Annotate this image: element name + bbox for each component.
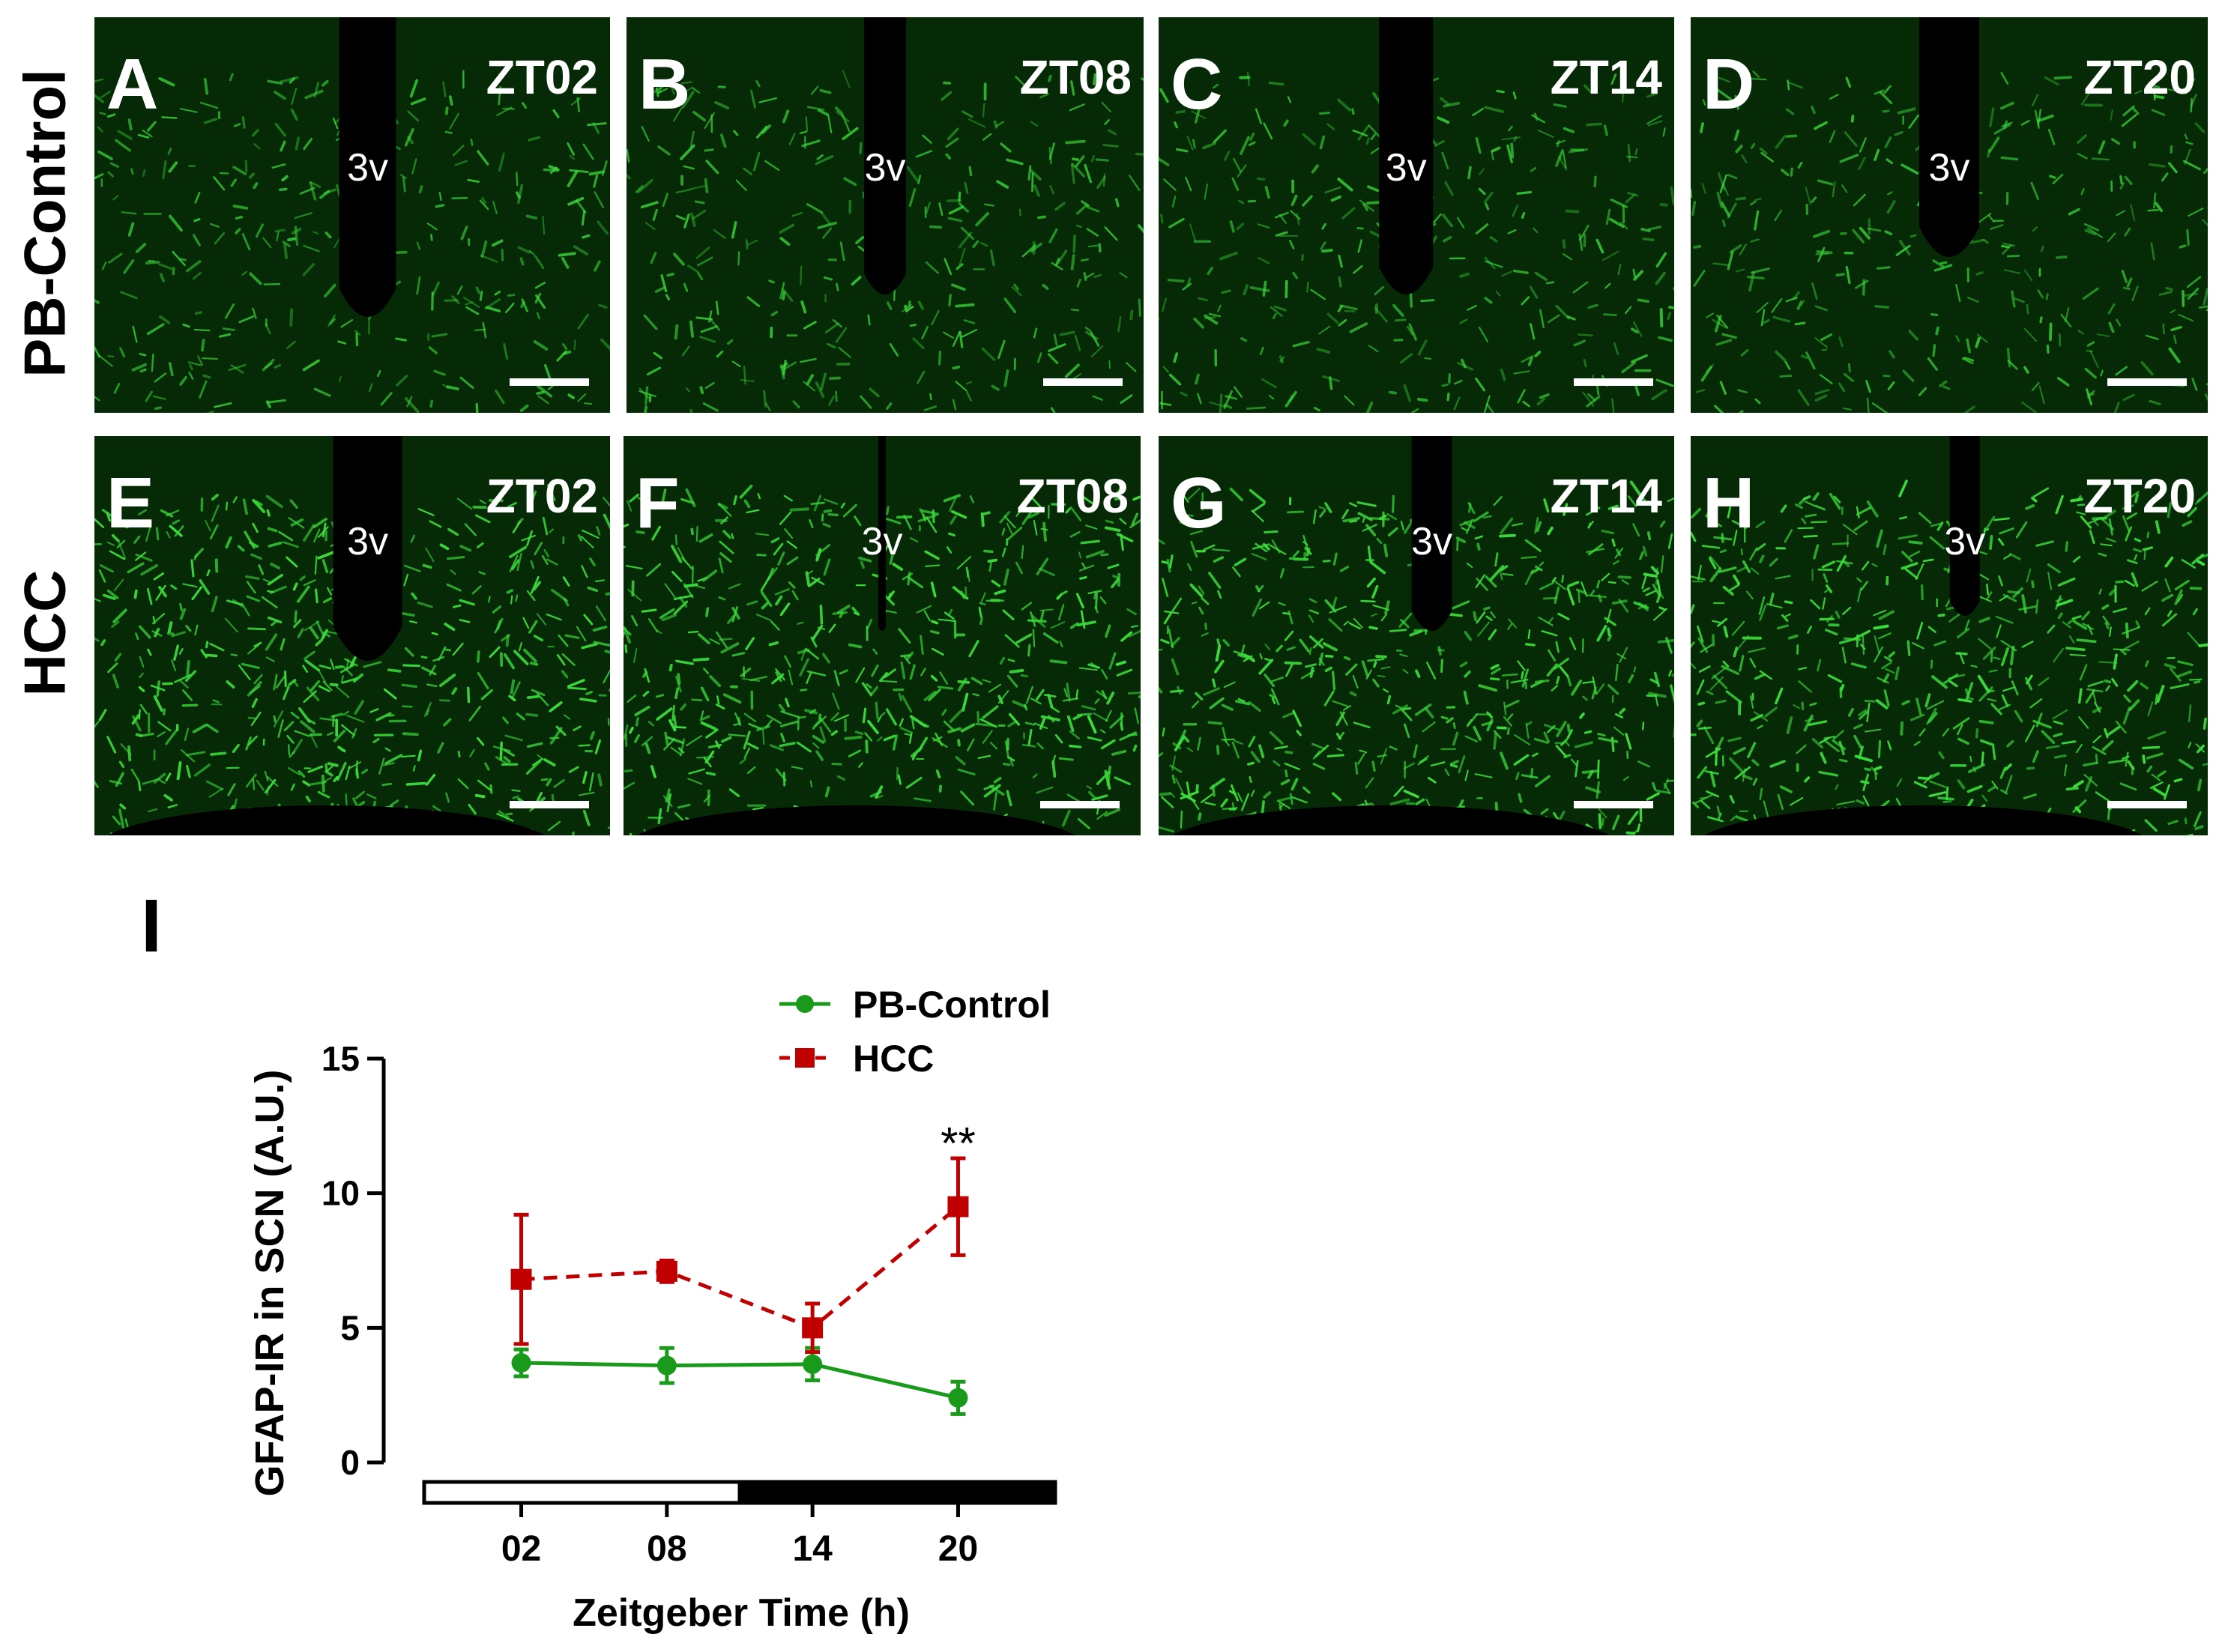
fluorescence-texture — [627, 17, 1144, 413]
panel-letter: C — [1171, 44, 1223, 124]
micrograph-panel-h: H ZT20 3v — [1691, 436, 2208, 835]
data-point — [803, 1354, 823, 1374]
panel-letter: F — [635, 463, 680, 543]
ventricle-label: 3v — [1928, 146, 1970, 190]
scale-bar — [1040, 801, 1120, 808]
light-dark-bar-light — [422, 1480, 742, 1505]
micrograph-panel-f: F ZT08 3v — [624, 436, 1141, 835]
legend-marker — [795, 1048, 815, 1068]
legend-marker — [796, 995, 814, 1013]
series-line-pb-control — [521, 1361, 959, 1400]
zt-label: ZT14 — [1550, 469, 1662, 523]
zt-label: ZT20 — [2083, 469, 2196, 523]
panel-letter: G — [1171, 463, 1227, 543]
zt-label: ZT08 — [1016, 469, 1129, 523]
fluorescence-texture — [1691, 436, 2208, 835]
fluorescence-texture — [1691, 17, 2208, 413]
data-point — [656, 1355, 677, 1376]
panel-letter: E — [106, 463, 155, 543]
zt-label: ZT20 — [2083, 50, 2196, 104]
ventricle-label: 3v — [861, 520, 903, 563]
scale-bar — [1043, 378, 1123, 386]
y-axis-title: GFAP-IR in SCN (A.U.) — [247, 1070, 292, 1497]
data-point — [802, 1317, 824, 1339]
ventricle-label: 3v — [1385, 146, 1427, 190]
scale-bar — [510, 378, 589, 386]
y-tick-label: 5 — [340, 1308, 360, 1347]
zt-label: ZT14 — [1550, 50, 1662, 104]
y-tick-label: 15 — [321, 1039, 360, 1078]
ventricle-label: 3v — [1944, 520, 1986, 563]
line-chart: I 0 5 10 15 GFAP-IR in SCN (A.U.) 02 08 14 20 Zeit… — [141, 884, 1057, 1635]
fluorescence-texture — [94, 436, 610, 835]
fluorescence-texture — [1159, 436, 1674, 835]
data-point — [948, 1388, 968, 1408]
micrograph-panel-d: D ZT20 3v — [1691, 17, 2208, 413]
micrograph-panel-c: C ZT14 3v — [1159, 17, 1674, 413]
light-dark-bar-dark — [737, 1480, 1057, 1505]
zt-label: ZT02 — [486, 469, 598, 523]
x-tick-label: 20 — [938, 1529, 978, 1569]
scale-bar — [1574, 801, 1653, 808]
series-line-hcc — [521, 1205, 960, 1331]
data-point — [656, 1260, 677, 1282]
micrograph-panel-e: E ZT02 3v — [94, 436, 610, 835]
x-tick-label: 08 — [647, 1529, 686, 1569]
row-label-pb-control: PB-Control — [11, 69, 78, 378]
panel-letter: H — [1703, 463, 1755, 543]
micrograph-panel-g: G ZT14 3v — [1159, 436, 1674, 835]
data-point — [947, 1196, 969, 1217]
data-point — [510, 1268, 532, 1290]
significance-annotation: ** — [941, 1118, 976, 1168]
y-tick-label: 0 — [340, 1443, 360, 1482]
ventricle-label: 3v — [347, 146, 389, 190]
ventricle-label: 3v — [864, 146, 906, 190]
panel-letter: A — [106, 44, 159, 124]
row-label-hcc: HCC — [11, 569, 78, 697]
zt-label: ZT08 — [1019, 50, 1132, 104]
y-tick-label: 10 — [321, 1174, 360, 1213]
fluorescence-texture — [624, 436, 1141, 835]
zt-label: ZT02 — [486, 50, 598, 104]
fluorescence-texture — [1159, 17, 1674, 413]
fluorescence-texture — [94, 17, 610, 413]
micrograph-panel-a: A ZT02 3v — [94, 17, 610, 413]
scale-bar — [2107, 801, 2187, 808]
panel-letter: D — [1703, 44, 1755, 124]
micrograph-panel-b: B ZT08 3v — [627, 17, 1144, 413]
legend-label: PB-Control — [853, 984, 1051, 1026]
ventricle-label: 3v — [347, 520, 389, 563]
scale-bar — [1574, 378, 1653, 386]
ventricle-label: 3v — [1411, 520, 1453, 563]
data-point — [511, 1353, 531, 1373]
scale-bar — [510, 801, 589, 808]
panel-letter-i: I — [141, 884, 162, 968]
scale-bar — [2107, 378, 2187, 386]
x-tick-label: 02 — [501, 1529, 541, 1569]
legend-label: HCC — [853, 1038, 934, 1080]
x-axis-title: Zeitgeber Time (h) — [573, 1591, 910, 1635]
x-tick-label: 14 — [792, 1529, 833, 1569]
panel-letter: B — [638, 44, 691, 124]
